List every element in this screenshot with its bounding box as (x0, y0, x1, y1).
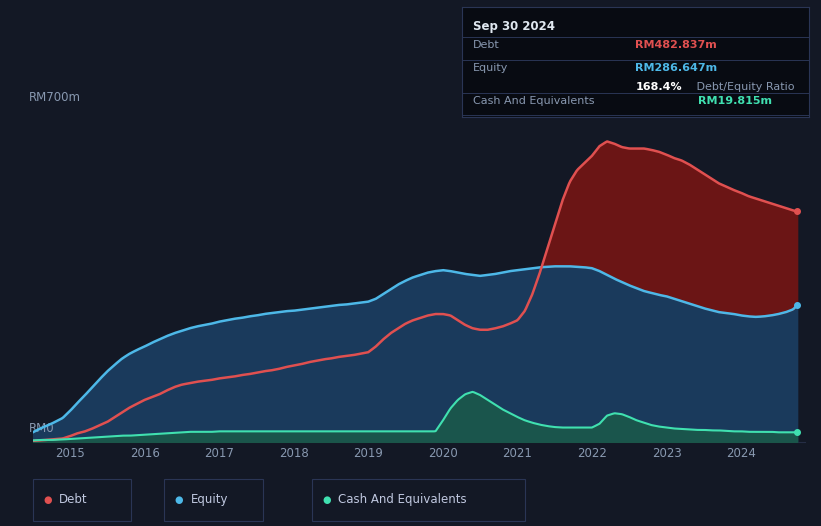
Text: ●: ● (175, 494, 183, 505)
Text: RM19.815m: RM19.815m (698, 96, 772, 106)
Text: 168.4%: 168.4% (635, 82, 682, 92)
Text: Debt: Debt (473, 40, 499, 50)
Text: Sep 30 2024: Sep 30 2024 (473, 21, 555, 34)
Text: RM0: RM0 (29, 422, 55, 434)
Text: Cash And Equivalents: Cash And Equivalents (338, 493, 467, 506)
Text: Cash And Equivalents: Cash And Equivalents (473, 96, 594, 106)
Text: ●: ● (44, 494, 52, 505)
Text: ●: ● (323, 494, 331, 505)
Text: RM482.837m: RM482.837m (635, 40, 718, 50)
Text: Debt/Equity Ratio: Debt/Equity Ratio (693, 82, 794, 92)
Text: RM286.647m: RM286.647m (635, 63, 718, 73)
Text: RM700m: RM700m (29, 92, 81, 104)
Text: Equity: Equity (473, 63, 508, 73)
Text: Debt: Debt (59, 493, 88, 506)
Text: Equity: Equity (190, 493, 228, 506)
